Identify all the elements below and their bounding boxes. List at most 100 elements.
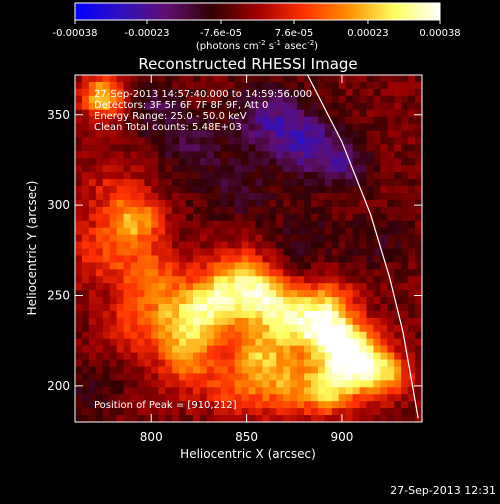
heatmap-cell bbox=[206, 227, 215, 236]
heatmap-cell bbox=[276, 151, 284, 159]
heatmap-cell bbox=[116, 158, 125, 166]
heatmap-cell bbox=[130, 199, 139, 208]
heatmap-cell bbox=[394, 75, 402, 83]
heatmap-cell bbox=[158, 116, 166, 125]
heatmap-cell bbox=[394, 206, 402, 215]
heatmap-cell bbox=[310, 297, 319, 305]
heatmap-cell bbox=[241, 116, 250, 125]
heatmap-cell bbox=[331, 255, 340, 263]
heatmap-cell bbox=[324, 116, 333, 125]
heatmap-cell bbox=[75, 192, 83, 201]
heatmap-cell bbox=[352, 88, 361, 97]
heatmap-cell bbox=[123, 408, 132, 416]
heatmap-cell bbox=[262, 297, 270, 305]
heatmap-cell bbox=[192, 283, 201, 291]
heatmap-cell bbox=[262, 331, 270, 340]
heatmap-cell bbox=[359, 276, 368, 284]
heatmap-cell bbox=[317, 345, 326, 354]
heatmap-cell bbox=[248, 331, 257, 340]
heatmap-cell bbox=[172, 380, 180, 388]
heatmap-cell bbox=[345, 297, 354, 305]
heatmap-cell bbox=[137, 338, 145, 347]
heatmap-cell bbox=[227, 255, 236, 263]
heatmap-cell bbox=[394, 144, 402, 152]
heatmap-cell bbox=[290, 206, 298, 215]
heatmap-cell bbox=[304, 262, 312, 270]
heatmap-cell bbox=[401, 262, 409, 270]
heatmap-cell bbox=[276, 186, 284, 194]
heatmap-cell bbox=[317, 283, 326, 291]
heatmap-cell bbox=[345, 310, 354, 319]
heatmap-cell bbox=[415, 255, 422, 263]
heatmap-cell bbox=[366, 255, 375, 263]
heatmap-cell bbox=[338, 359, 347, 368]
heatmap-cell bbox=[158, 297, 166, 305]
heatmap-cell bbox=[276, 255, 284, 263]
heatmap-cell bbox=[130, 317, 139, 326]
heatmap-cell bbox=[220, 283, 229, 291]
heatmap-cell bbox=[331, 373, 340, 381]
heatmap-cell bbox=[179, 109, 187, 118]
heatmap-cell bbox=[283, 227, 291, 236]
heatmap-cell bbox=[317, 186, 326, 194]
heatmap-cell bbox=[220, 352, 229, 361]
heatmap-cell bbox=[262, 172, 270, 180]
heatmap-cell bbox=[220, 102, 229, 111]
heatmap-cell bbox=[199, 324, 208, 333]
heatmap-cell bbox=[248, 151, 257, 159]
heatmap-cell bbox=[95, 186, 104, 194]
heatmap-cell bbox=[366, 310, 375, 319]
heatmap-cell bbox=[317, 324, 326, 333]
heatmap-cell bbox=[158, 123, 166, 132]
heatmap-cell bbox=[304, 213, 312, 222]
heatmap-cell bbox=[387, 262, 395, 270]
heatmap-cell bbox=[352, 269, 361, 277]
heatmap-cell bbox=[255, 290, 263, 298]
heatmap-cell bbox=[248, 276, 257, 284]
heatmap-cell bbox=[144, 81, 152, 90]
heatmap-cell bbox=[352, 338, 361, 347]
heatmap-cell bbox=[408, 88, 416, 97]
heatmap-cell bbox=[359, 359, 368, 368]
heatmap-cell bbox=[234, 415, 243, 422]
heatmap-cell bbox=[130, 401, 139, 409]
heatmap-cell bbox=[269, 338, 277, 347]
heatmap-cell bbox=[359, 331, 368, 340]
heatmap-cell bbox=[234, 151, 243, 159]
heatmap-cell bbox=[255, 324, 263, 333]
heatmap-cell bbox=[345, 165, 354, 173]
heatmap-cell bbox=[352, 123, 361, 132]
heatmap-cell bbox=[331, 116, 340, 125]
heatmap-cell bbox=[123, 241, 132, 250]
heatmap-cell bbox=[283, 331, 291, 340]
heatmap-cell bbox=[81, 227, 90, 236]
heatmap-cell bbox=[317, 310, 326, 319]
heatmap-cell bbox=[123, 102, 132, 111]
heatmap-cell bbox=[324, 262, 333, 270]
heatmap-cell bbox=[130, 109, 139, 118]
heatmap-cell bbox=[401, 297, 409, 305]
heatmap-cell bbox=[408, 241, 416, 250]
heatmap-cell bbox=[359, 144, 368, 152]
heatmap-cell bbox=[75, 408, 83, 416]
heatmap-cell bbox=[331, 158, 340, 166]
heatmap-cell bbox=[317, 116, 326, 125]
heatmap-cell bbox=[310, 213, 319, 222]
heatmap-cell bbox=[262, 220, 270, 229]
heatmap-cell bbox=[88, 310, 97, 319]
heatmap-cell bbox=[199, 352, 208, 361]
heatmap-cell bbox=[234, 144, 243, 152]
heatmap-cell bbox=[359, 102, 368, 111]
heatmap-cell bbox=[109, 116, 118, 125]
heatmap-cell bbox=[109, 366, 118, 375]
heatmap-cell bbox=[352, 324, 361, 333]
heatmap-cell bbox=[248, 186, 257, 194]
heatmap-cell bbox=[248, 206, 257, 215]
heatmap-cell bbox=[345, 290, 354, 298]
heatmap-cell bbox=[317, 276, 326, 284]
heatmap-cell bbox=[116, 234, 125, 243]
heatmap-cell bbox=[81, 373, 90, 381]
heatmap-cell bbox=[248, 199, 257, 208]
heatmap-cell bbox=[387, 248, 395, 257]
heatmap-cell bbox=[102, 172, 111, 180]
